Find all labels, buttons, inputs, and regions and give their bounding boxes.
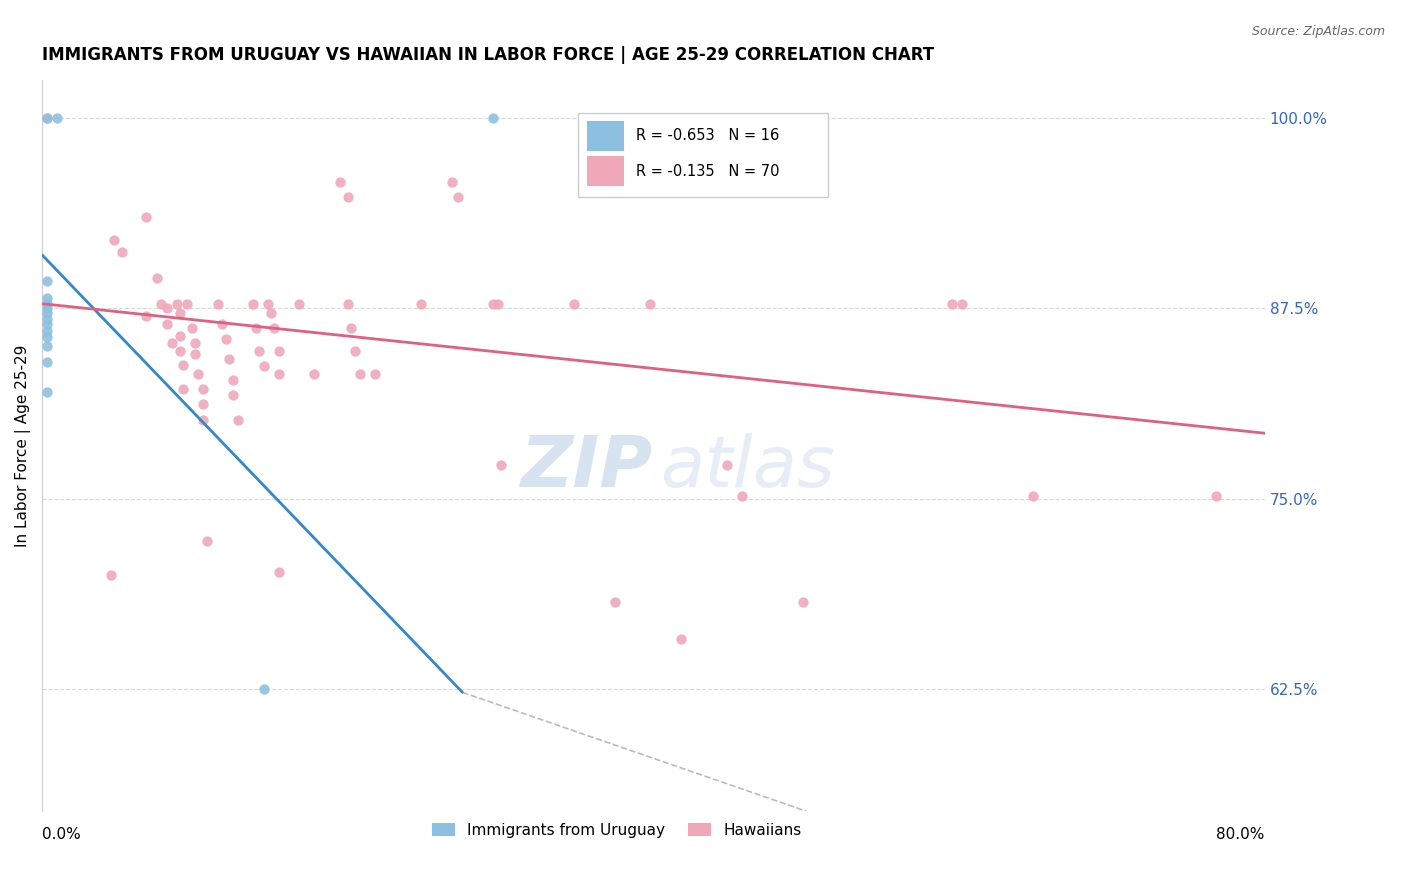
Point <box>191 397 214 411</box>
Point <box>486 296 509 310</box>
Point <box>257 296 280 310</box>
Legend: Immigrants from Uruguay, Hawaiians: Immigrants from Uruguay, Hawaiians <box>426 816 807 844</box>
Point <box>160 336 183 351</box>
Y-axis label: In Labor Force | Age 25-29: In Labor Force | Age 25-29 <box>15 344 31 547</box>
FancyBboxPatch shape <box>588 156 624 186</box>
Point <box>226 412 249 426</box>
Point <box>349 367 371 381</box>
Point <box>156 301 179 316</box>
Point <box>35 385 58 400</box>
Point <box>218 351 240 366</box>
Point <box>35 317 58 331</box>
Point <box>716 458 738 473</box>
Point <box>35 354 58 368</box>
Point <box>253 359 276 374</box>
Point <box>336 190 359 204</box>
Point <box>103 233 125 247</box>
Point <box>100 568 122 582</box>
Point <box>207 296 229 310</box>
Point <box>288 296 311 310</box>
Point <box>150 296 173 310</box>
Point <box>191 412 214 426</box>
Point <box>184 336 207 351</box>
Point <box>172 382 194 396</box>
Point <box>482 296 505 310</box>
Point <box>640 296 662 310</box>
Point <box>336 296 359 310</box>
Point <box>344 343 367 358</box>
Point <box>340 321 363 335</box>
Point <box>1205 489 1227 503</box>
Point <box>35 330 58 344</box>
Point <box>35 274 58 288</box>
Text: 0.0%: 0.0% <box>42 827 82 842</box>
Point <box>110 244 132 259</box>
Point <box>46 111 69 125</box>
Point <box>941 296 963 310</box>
Point <box>731 489 754 503</box>
FancyBboxPatch shape <box>588 121 624 151</box>
Point <box>605 595 627 609</box>
Point <box>222 388 245 402</box>
Point <box>191 382 214 396</box>
Point <box>440 175 463 189</box>
Point <box>950 296 973 310</box>
Point <box>267 343 290 358</box>
Point <box>267 565 290 579</box>
Point <box>214 332 236 346</box>
Point <box>35 306 58 320</box>
Point <box>482 111 505 125</box>
Point <box>792 595 814 609</box>
Point <box>35 291 58 305</box>
Point <box>247 343 270 358</box>
Point <box>267 367 290 381</box>
Point <box>35 324 58 338</box>
Point <box>35 339 58 353</box>
Point <box>180 321 202 335</box>
Point <box>1021 489 1043 503</box>
Point <box>302 367 325 381</box>
Text: IMMIGRANTS FROM URUGUAY VS HAWAIIAN IN LABOR FORCE | AGE 25-29 CORRELATION CHART: IMMIGRANTS FROM URUGUAY VS HAWAIIAN IN L… <box>42 46 934 64</box>
Point <box>245 321 267 335</box>
Text: ZIP: ZIP <box>522 433 654 502</box>
Point <box>184 347 207 361</box>
Point <box>669 632 692 646</box>
Point <box>156 317 179 331</box>
Text: R = -0.135   N = 70: R = -0.135 N = 70 <box>637 163 780 178</box>
Point <box>169 306 191 320</box>
Point <box>364 367 387 381</box>
Point <box>329 175 352 189</box>
Point <box>35 296 58 310</box>
Point <box>242 296 264 310</box>
Point <box>195 534 218 549</box>
Point <box>263 321 285 335</box>
Point <box>35 301 58 316</box>
Point <box>169 328 191 343</box>
FancyBboxPatch shape <box>578 112 828 197</box>
Point <box>489 458 512 473</box>
Point <box>176 296 198 310</box>
Point <box>169 343 191 358</box>
Text: Source: ZipAtlas.com: Source: ZipAtlas.com <box>1251 25 1385 38</box>
Text: R = -0.653   N = 16: R = -0.653 N = 16 <box>637 128 779 144</box>
Text: 80.0%: 80.0% <box>1216 827 1265 842</box>
Text: atlas: atlas <box>659 433 834 502</box>
Point <box>35 111 58 125</box>
Point <box>35 111 58 125</box>
Point <box>447 190 470 204</box>
Point <box>187 367 209 381</box>
Point <box>411 296 433 310</box>
Point <box>562 296 585 310</box>
Point <box>35 312 58 326</box>
Point <box>222 373 245 387</box>
Point <box>145 270 167 285</box>
Point <box>253 682 276 697</box>
Point <box>172 358 194 372</box>
Point <box>260 306 283 320</box>
Point <box>135 210 157 224</box>
Point <box>166 296 188 310</box>
Point <box>135 309 157 323</box>
Point <box>211 317 233 331</box>
